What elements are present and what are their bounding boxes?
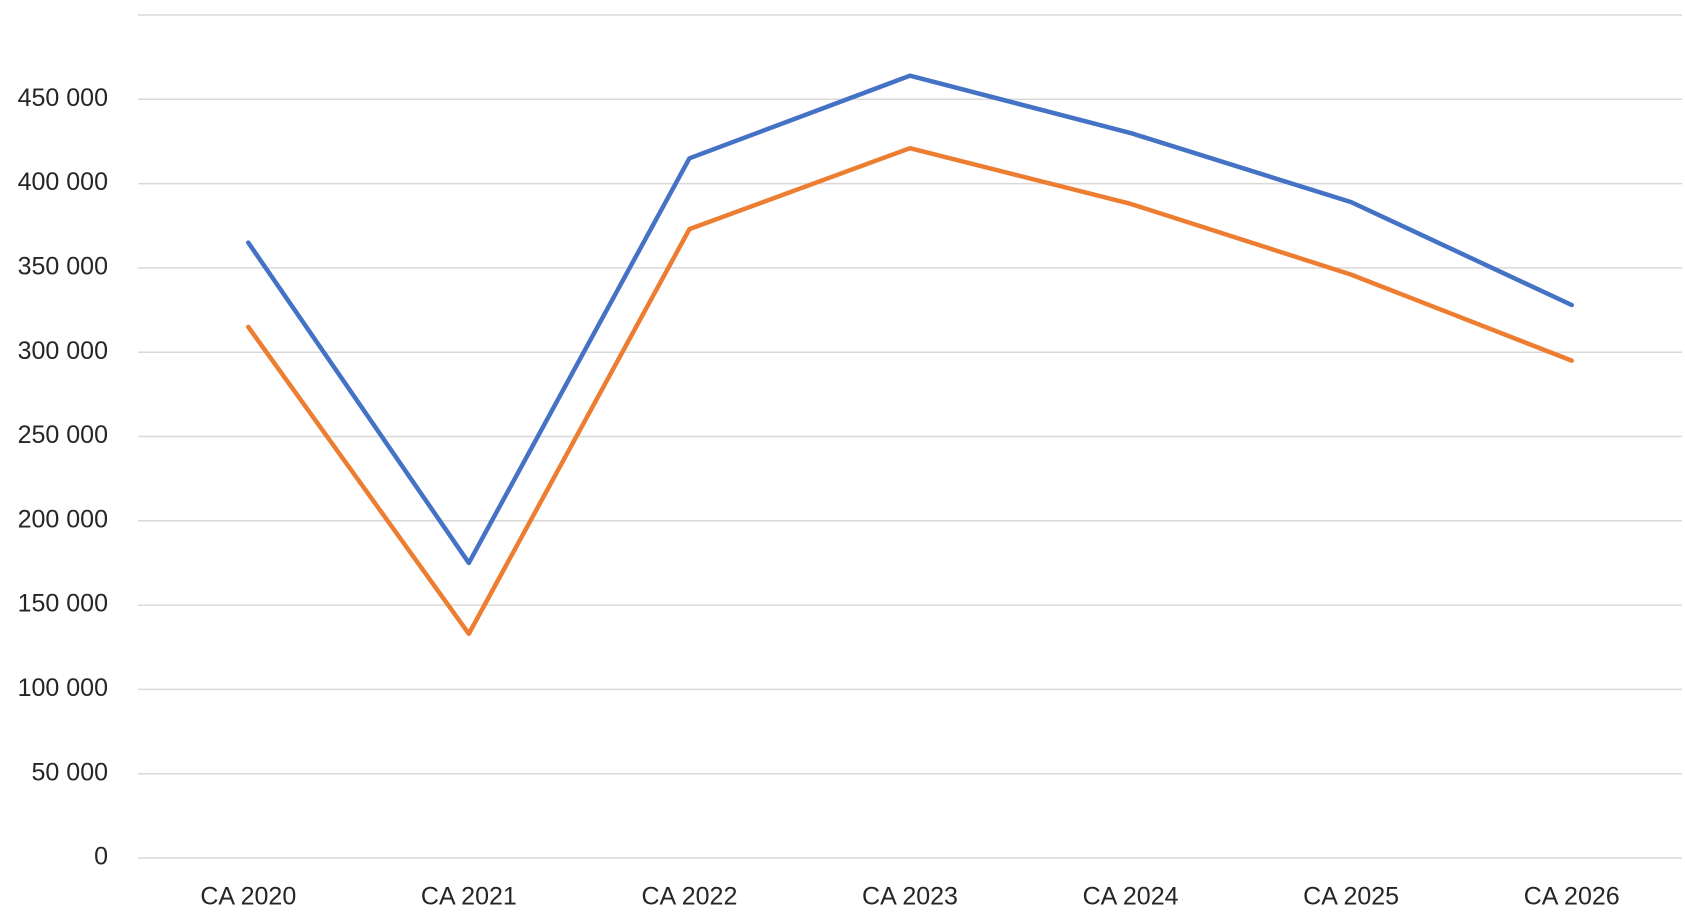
x-tick-label: CA 2021: [421, 883, 517, 911]
y-tick-label: 100 000: [18, 674, 108, 702]
y-tick-label: 150 000: [18, 590, 108, 618]
y-tick-label: 50 000: [32, 758, 108, 786]
x-tick-label: CA 2026: [1524, 883, 1620, 911]
x-tick-label: CA 2023: [862, 883, 958, 911]
y-tick-label: 400 000: [18, 168, 108, 196]
y-tick-label: 450 000: [18, 84, 108, 112]
x-tick-label: CA 2024: [1083, 883, 1179, 911]
x-tick-label: CA 2020: [200, 883, 296, 911]
y-tick-label: 0: [94, 843, 108, 871]
y-tick-label: 250 000: [18, 421, 108, 449]
line-series: [246, 145, 1574, 637]
y-tick-label: 200 000: [18, 505, 108, 533]
line-series: [246, 73, 1574, 566]
y-tick-label: 350 000: [18, 253, 108, 281]
x-tick-label: CA 2025: [1303, 883, 1399, 911]
y-tick-label: 300 000: [18, 337, 108, 365]
x-tick-label: CA 2022: [641, 883, 737, 911]
